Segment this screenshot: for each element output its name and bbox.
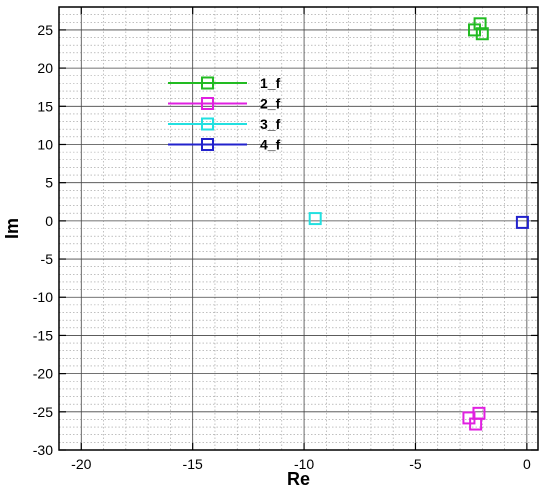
y-tick-label: -5 [41,251,54,267]
legend-marker-3_f [201,117,214,131]
point-2_f-2 [469,417,483,431]
minor-grid [58,6,538,450]
y-tick-label: 15 [37,98,53,114]
tick-labels: -20 -15 -10 -5 0 -30 -25 -20 -15 -10 -5 0 5 10 15 20 25 [33,22,531,472]
x-tick-label: -20 [71,456,91,472]
y-tick-label: 25 [37,22,53,38]
point-4_f-0 [515,215,529,229]
legend: 1_f 2_f 3_f 4_f [168,75,281,153]
y-tick-label: 10 [37,136,53,152]
y-tick-label: 20 [37,60,53,76]
major-grid [59,7,538,451]
y-tick-label: -15 [33,327,53,343]
point-3_f-0 [308,212,322,226]
legend-marker-4_f [201,138,214,151]
axis-ticks [59,7,538,451]
legend-label-1_f: 1_f [260,75,281,91]
y-tick-label: -20 [33,366,53,382]
y-tick-label: 0 [45,213,53,229]
legend-label-4_f: 4_f [260,137,281,153]
point-1_f-2 [475,27,489,41]
x-tick-label: -15 [183,456,203,472]
y-tick-label: 5 [45,175,53,191]
legend-label-3_f: 3_f [260,116,281,132]
legend-marker-2_f [201,97,214,110]
x-tick-label: 0 [523,456,531,472]
y-axis-label: Im [2,218,22,239]
point-1_f-1 [468,23,482,37]
y-tick-label: -10 [33,289,53,305]
data-points [308,17,529,431]
y-tick-label: -25 [33,404,53,420]
legend-marker-1_f [201,76,214,90]
x-tick-label: -5 [409,456,422,472]
legend-label-2_f: 2_f [260,96,281,112]
plot-frame [58,6,539,451]
y-tick-label: -30 [33,442,53,458]
x-tick-label: -10 [294,456,314,472]
x-axis-label: Re [287,469,310,489]
